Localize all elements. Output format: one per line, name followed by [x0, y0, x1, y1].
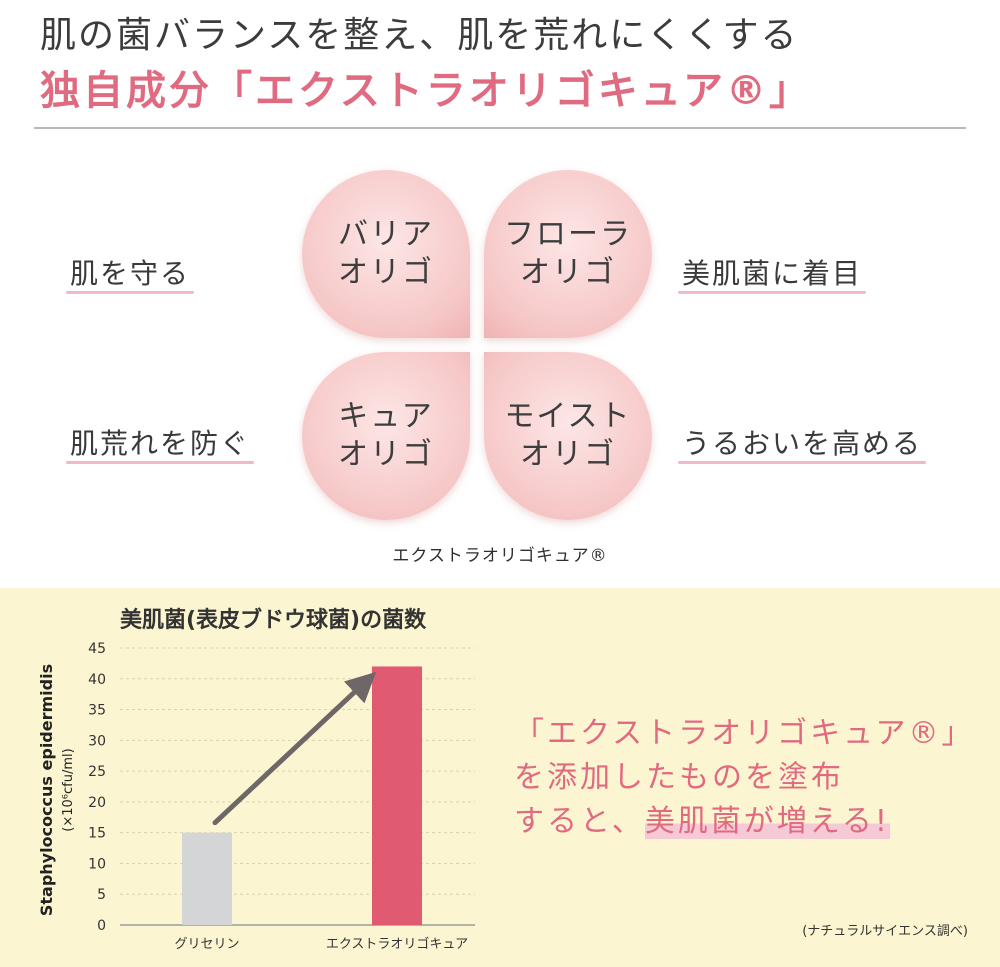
y-tick-label: 10 — [88, 856, 106, 872]
y-tick-label: 25 — [88, 764, 106, 780]
category-label: グリセリン — [174, 937, 239, 952]
category-label: エクストラオリゴキュア — [326, 936, 468, 952]
y-tick-label: 45 — [88, 641, 106, 657]
chart-panel — [0, 588, 1000, 967]
message-line2: を添加したものを塗布 — [514, 760, 844, 795]
result-message: 「エクストラオリゴキュア®」 を添加したものを塗布 すると、美肌菌が増える! — [514, 712, 975, 844]
y-tick-label: 20 — [88, 795, 106, 811]
message-line3-pre: すると、 — [514, 804, 645, 839]
petal-line2: オリゴ — [338, 255, 434, 290]
bar-1 — [182, 832, 232, 925]
benefit-skin-bacteria: 美肌菌に着目 — [678, 252, 867, 294]
benefit-prevent-roughness: 肌荒れを防ぐ — [66, 422, 255, 464]
petal-moist-oligo: モイスト オリゴ — [484, 352, 652, 520]
petal-barrier-oligo: バリア オリゴ — [302, 170, 470, 338]
message-line1: 「エクストラオリゴキュア®」 — [514, 716, 975, 751]
benefit-label: 美肌菌に着目 — [682, 257, 863, 290]
source-note: (ナチュラルサイエンス調べ) — [802, 924, 968, 939]
headline: 肌の菌バランスを整え、肌を荒れにくくする — [40, 15, 799, 56]
ingredient-name: エクストラオリゴキュア® — [392, 546, 608, 566]
petal-line1: バリア — [338, 217, 434, 252]
y-tick-label: 5 — [97, 887, 106, 903]
y-tick-label: 15 — [88, 826, 106, 842]
benefit-protect-skin: 肌を守る — [66, 252, 195, 294]
underline — [678, 461, 927, 464]
y-tick-label: 40 — [88, 672, 106, 688]
petal-flora-oligo: フローラ オリゴ — [484, 170, 652, 338]
divider — [34, 127, 966, 129]
petal-line2: オリゴ — [520, 255, 616, 290]
bars — [182, 666, 422, 925]
benefit-moisture: うるおいを高める — [678, 422, 927, 464]
message-highlight: 美肌菌が増える! — [644, 804, 890, 839]
petal-line1: フローラ — [504, 217, 632, 252]
benefit-label: 肌荒れを防ぐ — [70, 427, 251, 460]
petal-line2: オリゴ — [338, 437, 434, 472]
bar-chart: 0 5 10 15 20 25 30 35 40 45 グリセリン エクストラオリゴキュア — [88, 641, 475, 952]
y-tick-label: 30 — [88, 733, 106, 749]
petal-line1: モイスト — [504, 399, 632, 434]
underline — [66, 291, 195, 294]
benefit-label: 肌を守る — [70, 257, 191, 290]
benefit-label: うるおいを高める — [682, 427, 923, 460]
underline — [66, 461, 255, 464]
category-labels: グリセリン エクストラオリゴキュア — [174, 936, 468, 952]
petal-line1: キュア — [338, 399, 434, 434]
message-line3: すると、美肌菌が増える! — [514, 800, 975, 844]
trend-arrow — [212, 671, 377, 826]
y-tick-label: 0 — [97, 918, 106, 934]
petal-line2: オリゴ — [520, 437, 616, 472]
product-title: 独自成分「エクストラオリゴキュア®」 — [40, 68, 812, 114]
underline — [678, 291, 867, 294]
petal-cure-oligo: キュア オリゴ — [302, 352, 470, 520]
chart-title: 美肌菌(表皮ブドウ球菌)の菌数 — [120, 608, 427, 633]
y-tick-label: 35 — [88, 703, 106, 719]
y-tick-labels: 0 5 10 15 20 25 30 35 40 45 — [88, 641, 106, 934]
bar-2 — [372, 666, 422, 925]
